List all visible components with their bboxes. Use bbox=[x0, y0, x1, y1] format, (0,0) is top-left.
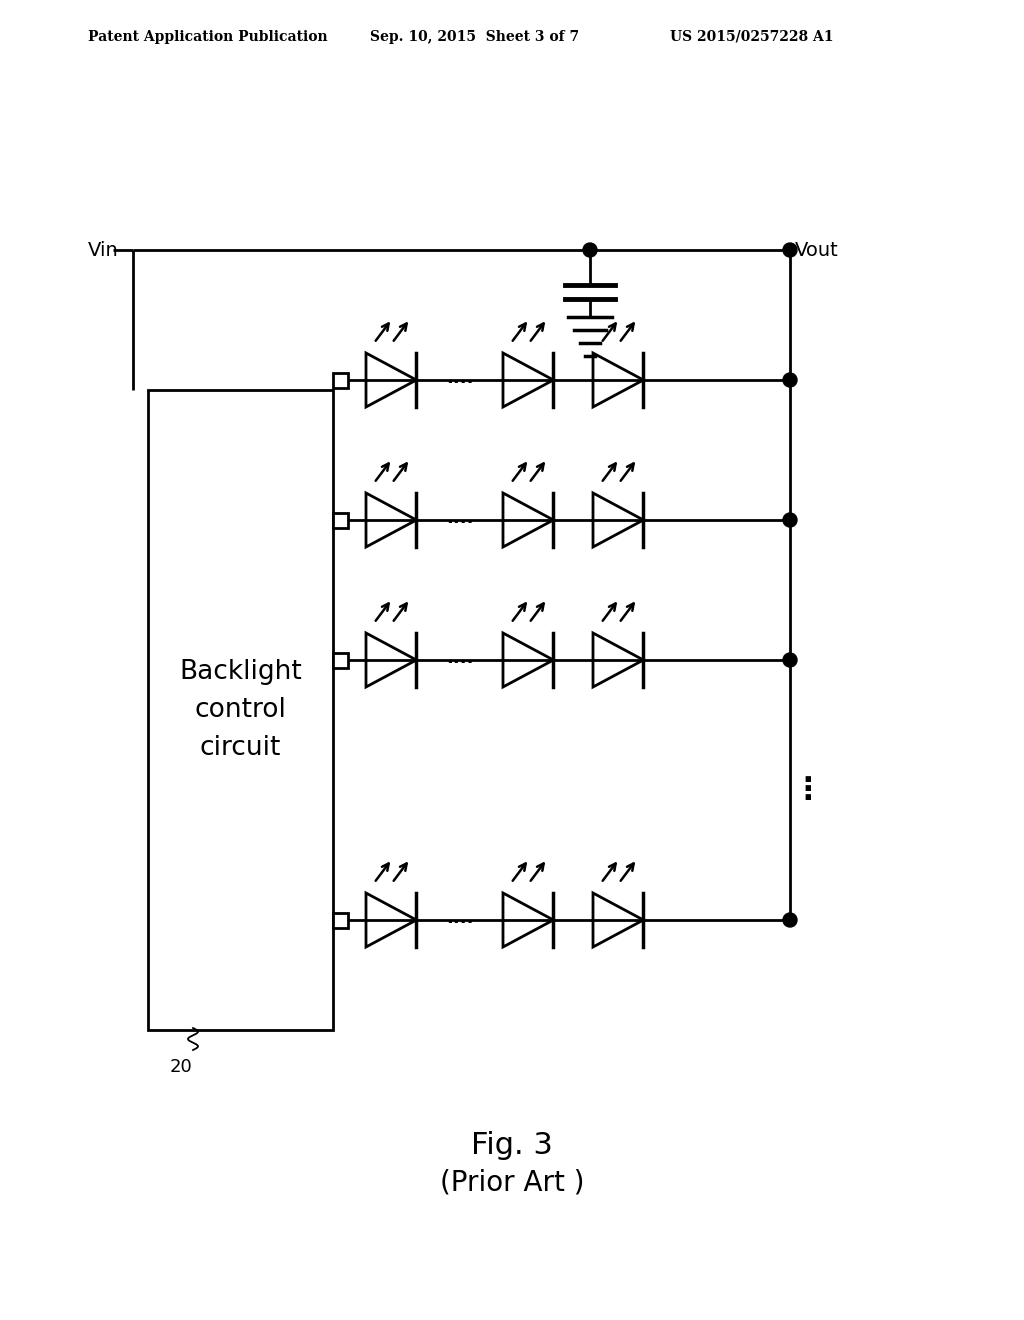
Text: ....: .... bbox=[445, 909, 473, 927]
Circle shape bbox=[783, 653, 797, 667]
Text: Backlight: Backlight bbox=[179, 659, 302, 685]
Text: 20: 20 bbox=[170, 1059, 193, 1076]
Text: ....: .... bbox=[445, 649, 473, 667]
Text: circuit: circuit bbox=[200, 735, 282, 762]
Text: (Prior Art ): (Prior Art ) bbox=[439, 1168, 585, 1196]
Circle shape bbox=[783, 374, 797, 387]
Text: US 2015/0257228 A1: US 2015/0257228 A1 bbox=[670, 30, 834, 44]
Bar bbox=[148, 389, 333, 1030]
Bar bbox=[333, 372, 348, 388]
Circle shape bbox=[783, 243, 797, 257]
Bar bbox=[333, 512, 348, 528]
Circle shape bbox=[783, 913, 797, 927]
Text: ....: .... bbox=[445, 370, 473, 387]
Text: ....: .... bbox=[445, 510, 473, 527]
Text: ⋮: ⋮ bbox=[793, 776, 823, 804]
Text: Patent Application Publication: Patent Application Publication bbox=[88, 30, 328, 44]
Text: control: control bbox=[195, 697, 287, 723]
Circle shape bbox=[783, 513, 797, 527]
Text: Fig. 3: Fig. 3 bbox=[471, 1130, 553, 1159]
Circle shape bbox=[583, 243, 597, 257]
Text: Sep. 10, 2015  Sheet 3 of 7: Sep. 10, 2015 Sheet 3 of 7 bbox=[370, 30, 580, 44]
Bar bbox=[333, 912, 348, 928]
Bar bbox=[333, 652, 348, 668]
Text: Vin: Vin bbox=[88, 240, 119, 260]
Text: Vout: Vout bbox=[795, 240, 839, 260]
